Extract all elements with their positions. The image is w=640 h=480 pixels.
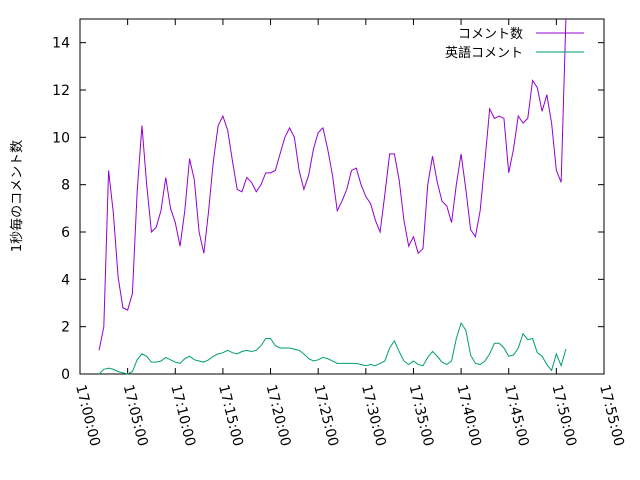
x-tick-label: 17:00:00: [72, 383, 103, 448]
x-tick-label: 17:25:00: [310, 383, 341, 448]
y-tick-label: 2: [61, 320, 70, 336]
y-axis-title: 1秒毎のコメント数: [9, 140, 25, 252]
x-tick-label: 17:35:00: [406, 383, 437, 448]
plot-border: [79, 18, 605, 375]
y-axis: 0 2 4 6 8 10 12 14: [52, 36, 604, 383]
x-tick-label: 17:40:00: [453, 383, 484, 448]
plot-frame: [79, 18, 605, 375]
y-tick-label: 4: [61, 272, 70, 288]
x-axis: 17:00:00 17:05:00 17:10:00 17:15:00 17:20:00…: [72, 19, 627, 448]
y-tick-label: 8: [61, 178, 70, 194]
y-tick-label: 12: [52, 83, 70, 99]
y-tick-label: 6: [61, 225, 70, 241]
y-tick-label: 14: [52, 36, 70, 52]
x-tick-label: 17:10:00: [167, 383, 198, 448]
x-tick-label: 17:50:00: [548, 383, 579, 448]
x-tick-label: 17:05:00: [120, 383, 151, 448]
series-line-1: [98, 321, 567, 375]
legend-label: 英語コメント: [445, 45, 523, 61]
x-tick-label: 17:15:00: [215, 383, 246, 448]
y-tick-label: 10: [52, 130, 70, 146]
series-layer: [98, 18, 567, 375]
x-tick-label: 17:45:00: [501, 383, 532, 448]
x-tick-label: 17:30:00: [358, 383, 389, 448]
y-tick-label: 0: [61, 367, 70, 383]
legend-label: コメント数: [458, 27, 523, 42]
series-line-0: [98, 18, 567, 351]
x-tick-label: 17:20:00: [263, 383, 294, 448]
x-tick-label: 17:55:00: [596, 383, 627, 448]
